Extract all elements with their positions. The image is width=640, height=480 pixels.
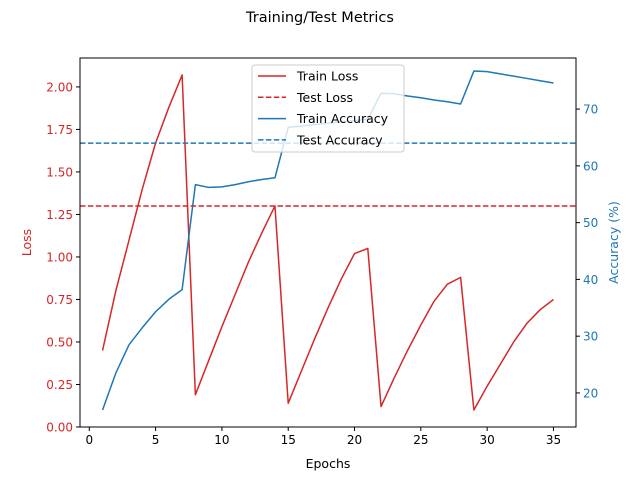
legend: Train Loss Test Loss Train Accuracy Test Ac… — [251, 64, 405, 153]
y-right-tick-label: 70 — [583, 103, 598, 117]
y-axis-left: 0.00 0.25 0.50 0.75 1.00 1.25 1.50 1.75 2.00 — [46, 80, 80, 435]
y-axis-right: 20 30 40 50 60 70 — [576, 103, 598, 400]
y-left-tick-label: 0.50 — [46, 335, 73, 349]
y-left-tick-label: 1.75 — [46, 123, 73, 137]
y-left-tick-label: 0.75 — [46, 293, 73, 307]
y-left-tick-label: 1.00 — [46, 250, 73, 264]
y-left-tick-label: 0.25 — [46, 378, 73, 392]
x-tick-label: 0 — [85, 433, 93, 447]
legend-label: Test Accuracy — [296, 132, 383, 147]
y-left-tick-label: 1.50 — [46, 165, 73, 179]
legend-label: Train Accuracy — [296, 111, 389, 126]
legend-box — [251, 64, 405, 153]
y-right-tick-label: 30 — [583, 330, 598, 344]
legend-label: Train Loss — [296, 69, 358, 84]
x-tick-label: 10 — [214, 433, 229, 447]
series-train-loss-line — [101, 74, 554, 411]
x-tick-label: 30 — [480, 433, 495, 447]
axes-frame — [79, 57, 577, 428]
y-left-tick-label: 1.25 — [46, 208, 73, 222]
y-left-tick-label: 2.00 — [46, 80, 73, 94]
x-tick-label: 25 — [413, 433, 428, 447]
y-right-tick-label: 50 — [583, 216, 598, 230]
y-right-tick-label: 20 — [583, 386, 598, 400]
x-tick-label: 35 — [546, 433, 561, 447]
y-axis-left-label: Loss — [19, 229, 34, 256]
x-axis-label: Epochs — [306, 456, 351, 471]
y-axis-right-label: Accuracy (%) — [606, 201, 621, 284]
y-right-tick-label: 60 — [583, 159, 598, 173]
legend-label: Test Loss — [296, 90, 353, 105]
y-right-tick-label: 40 — [583, 273, 598, 287]
x-axis: 0 5 10 15 20 25 30 35 — [85, 427, 561, 447]
x-tick-label: 15 — [281, 433, 296, 447]
chart-title: Training/Test Metrics — [245, 10, 394, 26]
y-left-tick-label: 0.00 — [46, 421, 73, 435]
plot-area — [80, 70, 576, 411]
x-tick-label: 5 — [152, 433, 160, 447]
x-tick-label: 20 — [347, 433, 362, 447]
